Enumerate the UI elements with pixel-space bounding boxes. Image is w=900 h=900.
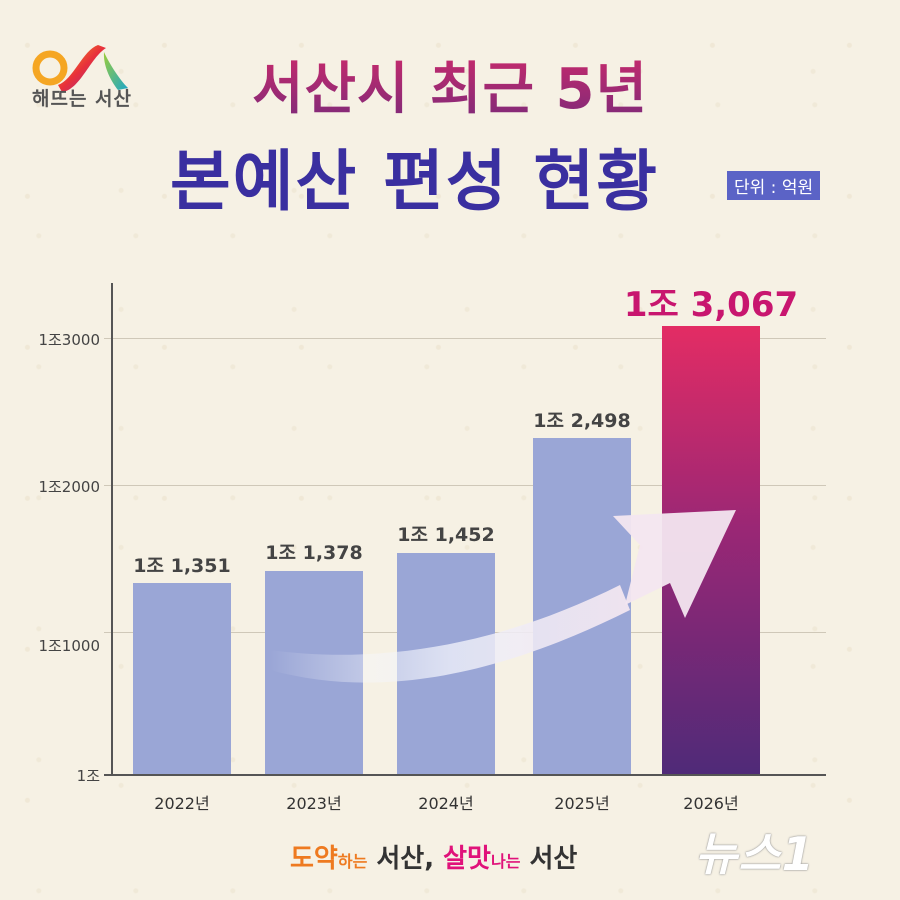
y-tick-label: 1조: [76, 767, 100, 785]
slogan-word-salmat: 살맛: [443, 844, 491, 874]
x-axis: [104, 774, 826, 776]
value-label-2025: 1조 2,498: [533, 410, 631, 432]
value-label-2023: 1조 1,378: [265, 542, 363, 564]
gridline-12000: [104, 485, 826, 486]
slogan-small-2: 나는: [490, 852, 521, 871]
news1-watermark: 뉴스1: [695, 827, 815, 881]
x-label-2023: 2023년: [286, 794, 342, 813]
slogan-word-doyak: 도약: [290, 844, 338, 874]
y-tick-label: 1조3000: [38, 331, 100, 349]
value-label-2024: 1조 1,452: [397, 524, 495, 546]
city-slogan: 도약하는 서산, 살맛나는 서산: [290, 838, 577, 875]
x-label-2024: 2024년: [418, 794, 474, 813]
title-line-1: 서산시 최근 5년: [0, 44, 900, 125]
slogan-seosan-1: 서산,: [367, 844, 444, 874]
y-tick-label: 1조2000: [38, 478, 100, 496]
x-label-2022: 2022년: [154, 794, 210, 813]
growth-arrow-icon: [270, 510, 736, 683]
y-axis: [111, 283, 113, 776]
gridline-13000: [104, 338, 826, 339]
value-label-2022: 1조 1,351: [133, 555, 231, 577]
x-label-2026: 2026년: [683, 794, 739, 813]
y-tick-label: 1조1000: [38, 637, 100, 655]
unit-badge: 단위 : 억원: [727, 171, 821, 200]
slogan-small-1: 하는: [337, 852, 368, 871]
logo-text: 해뜨는 서산: [22, 84, 142, 111]
bar-2022: [133, 583, 231, 775]
title-line-2: 본예산 편성 현황: [170, 143, 659, 220]
slogan-seosan-2: 서산: [520, 844, 578, 874]
x-label-2025: 2025년: [554, 794, 610, 813]
value-label-2026: 1조 3,067: [623, 285, 799, 325]
haetteuneun-seosan-logo-icon: [32, 45, 128, 92]
